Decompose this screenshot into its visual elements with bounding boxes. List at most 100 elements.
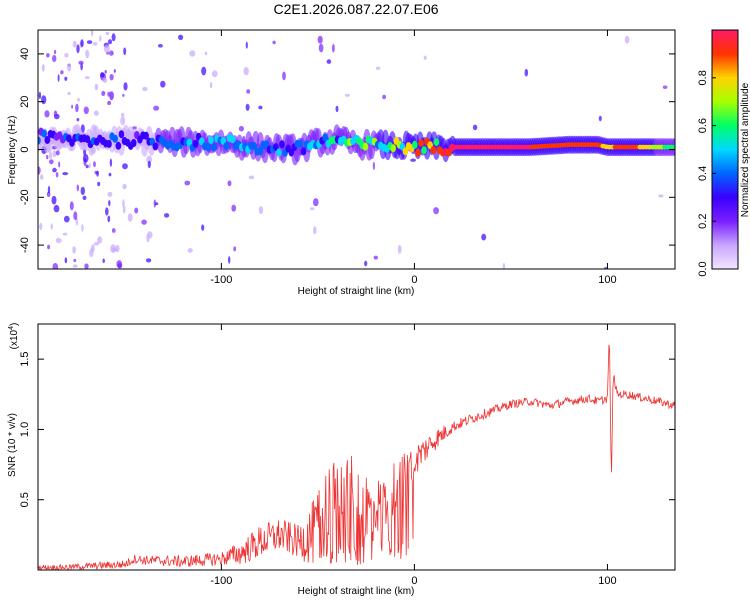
- noise-blob: [243, 66, 249, 76]
- ridge-core: [143, 131, 149, 140]
- noise-blob: [102, 77, 107, 84]
- noise-blob: [78, 60, 84, 65]
- noise-blob: [58, 161, 61, 168]
- x-tick-label: 0: [411, 274, 417, 286]
- ridge-core: [38, 136, 41, 145]
- noise-blob: [81, 224, 84, 232]
- noise-blob: [332, 43, 335, 53]
- snr-y-axis-label: SNR (10 * v/v): [7, 413, 18, 477]
- colorbar-tick-label: 0.6: [697, 118, 709, 133]
- noise-blob: [63, 215, 70, 223]
- noise-blob: [227, 180, 232, 187]
- x-tick-label: 0: [411, 575, 417, 587]
- noise-blob: [69, 201, 74, 211]
- snr-y-ticks: 0.5 1.0 1.5: [19, 351, 675, 507]
- spectrogram-y-ticks: -40 -20 0 20 40: [19, 48, 675, 253]
- noise-blob: [96, 170, 99, 177]
- noise-blob: [120, 116, 126, 126]
- noise-blob: [122, 205, 126, 214]
- noise-blob: [71, 104, 74, 109]
- noise-blob: [97, 181, 101, 187]
- noise-blob: [103, 44, 110, 53]
- noise-blob: [76, 184, 80, 192]
- noise-blob: [164, 213, 170, 218]
- ridge-core: [433, 138, 440, 147]
- noise-blob: [97, 236, 103, 244]
- noise-blob: [67, 63, 72, 72]
- noise-blob: [372, 161, 375, 170]
- colorbar: 0.0 0.2 0.4 0.6 0.8 Normalized spectral ampl…: [697, 29, 750, 277]
- noise-blob: [481, 233, 487, 241]
- noise-blob: [309, 207, 315, 211]
- noise-blob: [423, 55, 427, 60]
- noise-blob: [313, 198, 319, 207]
- noise-blob: [49, 159, 54, 165]
- noise-blob: [201, 224, 205, 231]
- noise-blob: [83, 148, 87, 156]
- noise-blob: [524, 68, 529, 77]
- noise-blob: [76, 44, 80, 54]
- ridge-core: [208, 136, 214, 145]
- noise-blob: [344, 93, 350, 97]
- noise-blob: [62, 172, 69, 176]
- noise-blob: [502, 262, 506, 269]
- noise-blob: [127, 213, 133, 222]
- noise-blob: [122, 163, 128, 170]
- noise-blob: [335, 105, 339, 113]
- noise-blob: [160, 80, 166, 88]
- noise-blob: [201, 66, 207, 76]
- noise-blob: [248, 175, 255, 180]
- ridge-core: [41, 129, 47, 138]
- ridge-core: [297, 139, 304, 148]
- noise-blob: [211, 70, 218, 78]
- noise-blob: [40, 174, 44, 181]
- y-tick-label: 0: [19, 146, 31, 152]
- ridge-core: [152, 142, 159, 151]
- noise-blob: [89, 248, 94, 258]
- snr-x-ticks: -100 0 100: [210, 324, 617, 587]
- ridge-core: [430, 146, 437, 155]
- noise-blob: [109, 74, 114, 81]
- ridge-core: [402, 147, 409, 156]
- noise-blob: [55, 172, 59, 178]
- noise-blob: [41, 64, 45, 72]
- noise-blob: [117, 263, 123, 269]
- noise-blob: [67, 91, 71, 96]
- noise-blob: [75, 103, 79, 113]
- noise-blob: [110, 244, 116, 254]
- noise-blob: [187, 248, 193, 253]
- snr-panel: -100 0 100 0.5 1.0 1.5 Height of straight li…: [7, 323, 676, 597]
- noise-blob: [109, 158, 113, 167]
- noise-blob: [54, 49, 57, 55]
- noise-blob: [603, 266, 608, 269]
- x-tick-label: 100: [598, 575, 616, 587]
- noise-blob: [41, 95, 47, 105]
- ridge-core: [421, 146, 427, 155]
- noise-blob: [52, 263, 59, 269]
- ridge-core: [257, 147, 264, 155]
- noise-blob: [53, 204, 60, 213]
- spectrogram-heatmap: [38, 30, 675, 269]
- noise-blob: [107, 215, 111, 223]
- noise-blob: [86, 40, 93, 44]
- noise-blob: [313, 226, 317, 235]
- noise-blob: [46, 53, 50, 58]
- noise-blob: [318, 43, 324, 53]
- snr-frame: [37, 323, 676, 571]
- noise-blob: [111, 228, 116, 233]
- x-tick-label: -100: [210, 575, 232, 587]
- noise-blob: [99, 35, 102, 42]
- spectrogram-panel: -100 0 100 -40 -20 0 20 40 Height of straight …: [7, 29, 676, 297]
- noise-blob: [228, 256, 231, 264]
- noise-blob: [55, 150, 60, 156]
- noise-blob: [433, 207, 439, 215]
- y-tick-label: 40: [19, 48, 31, 60]
- noise-blob: [72, 264, 78, 268]
- ridge-core: [44, 136, 51, 144]
- noise-blob: [146, 155, 153, 164]
- noise-blob: [123, 82, 128, 91]
- noise-blob: [382, 94, 386, 100]
- noise-blob: [141, 219, 147, 225]
- ridge-core: [223, 142, 230, 150]
